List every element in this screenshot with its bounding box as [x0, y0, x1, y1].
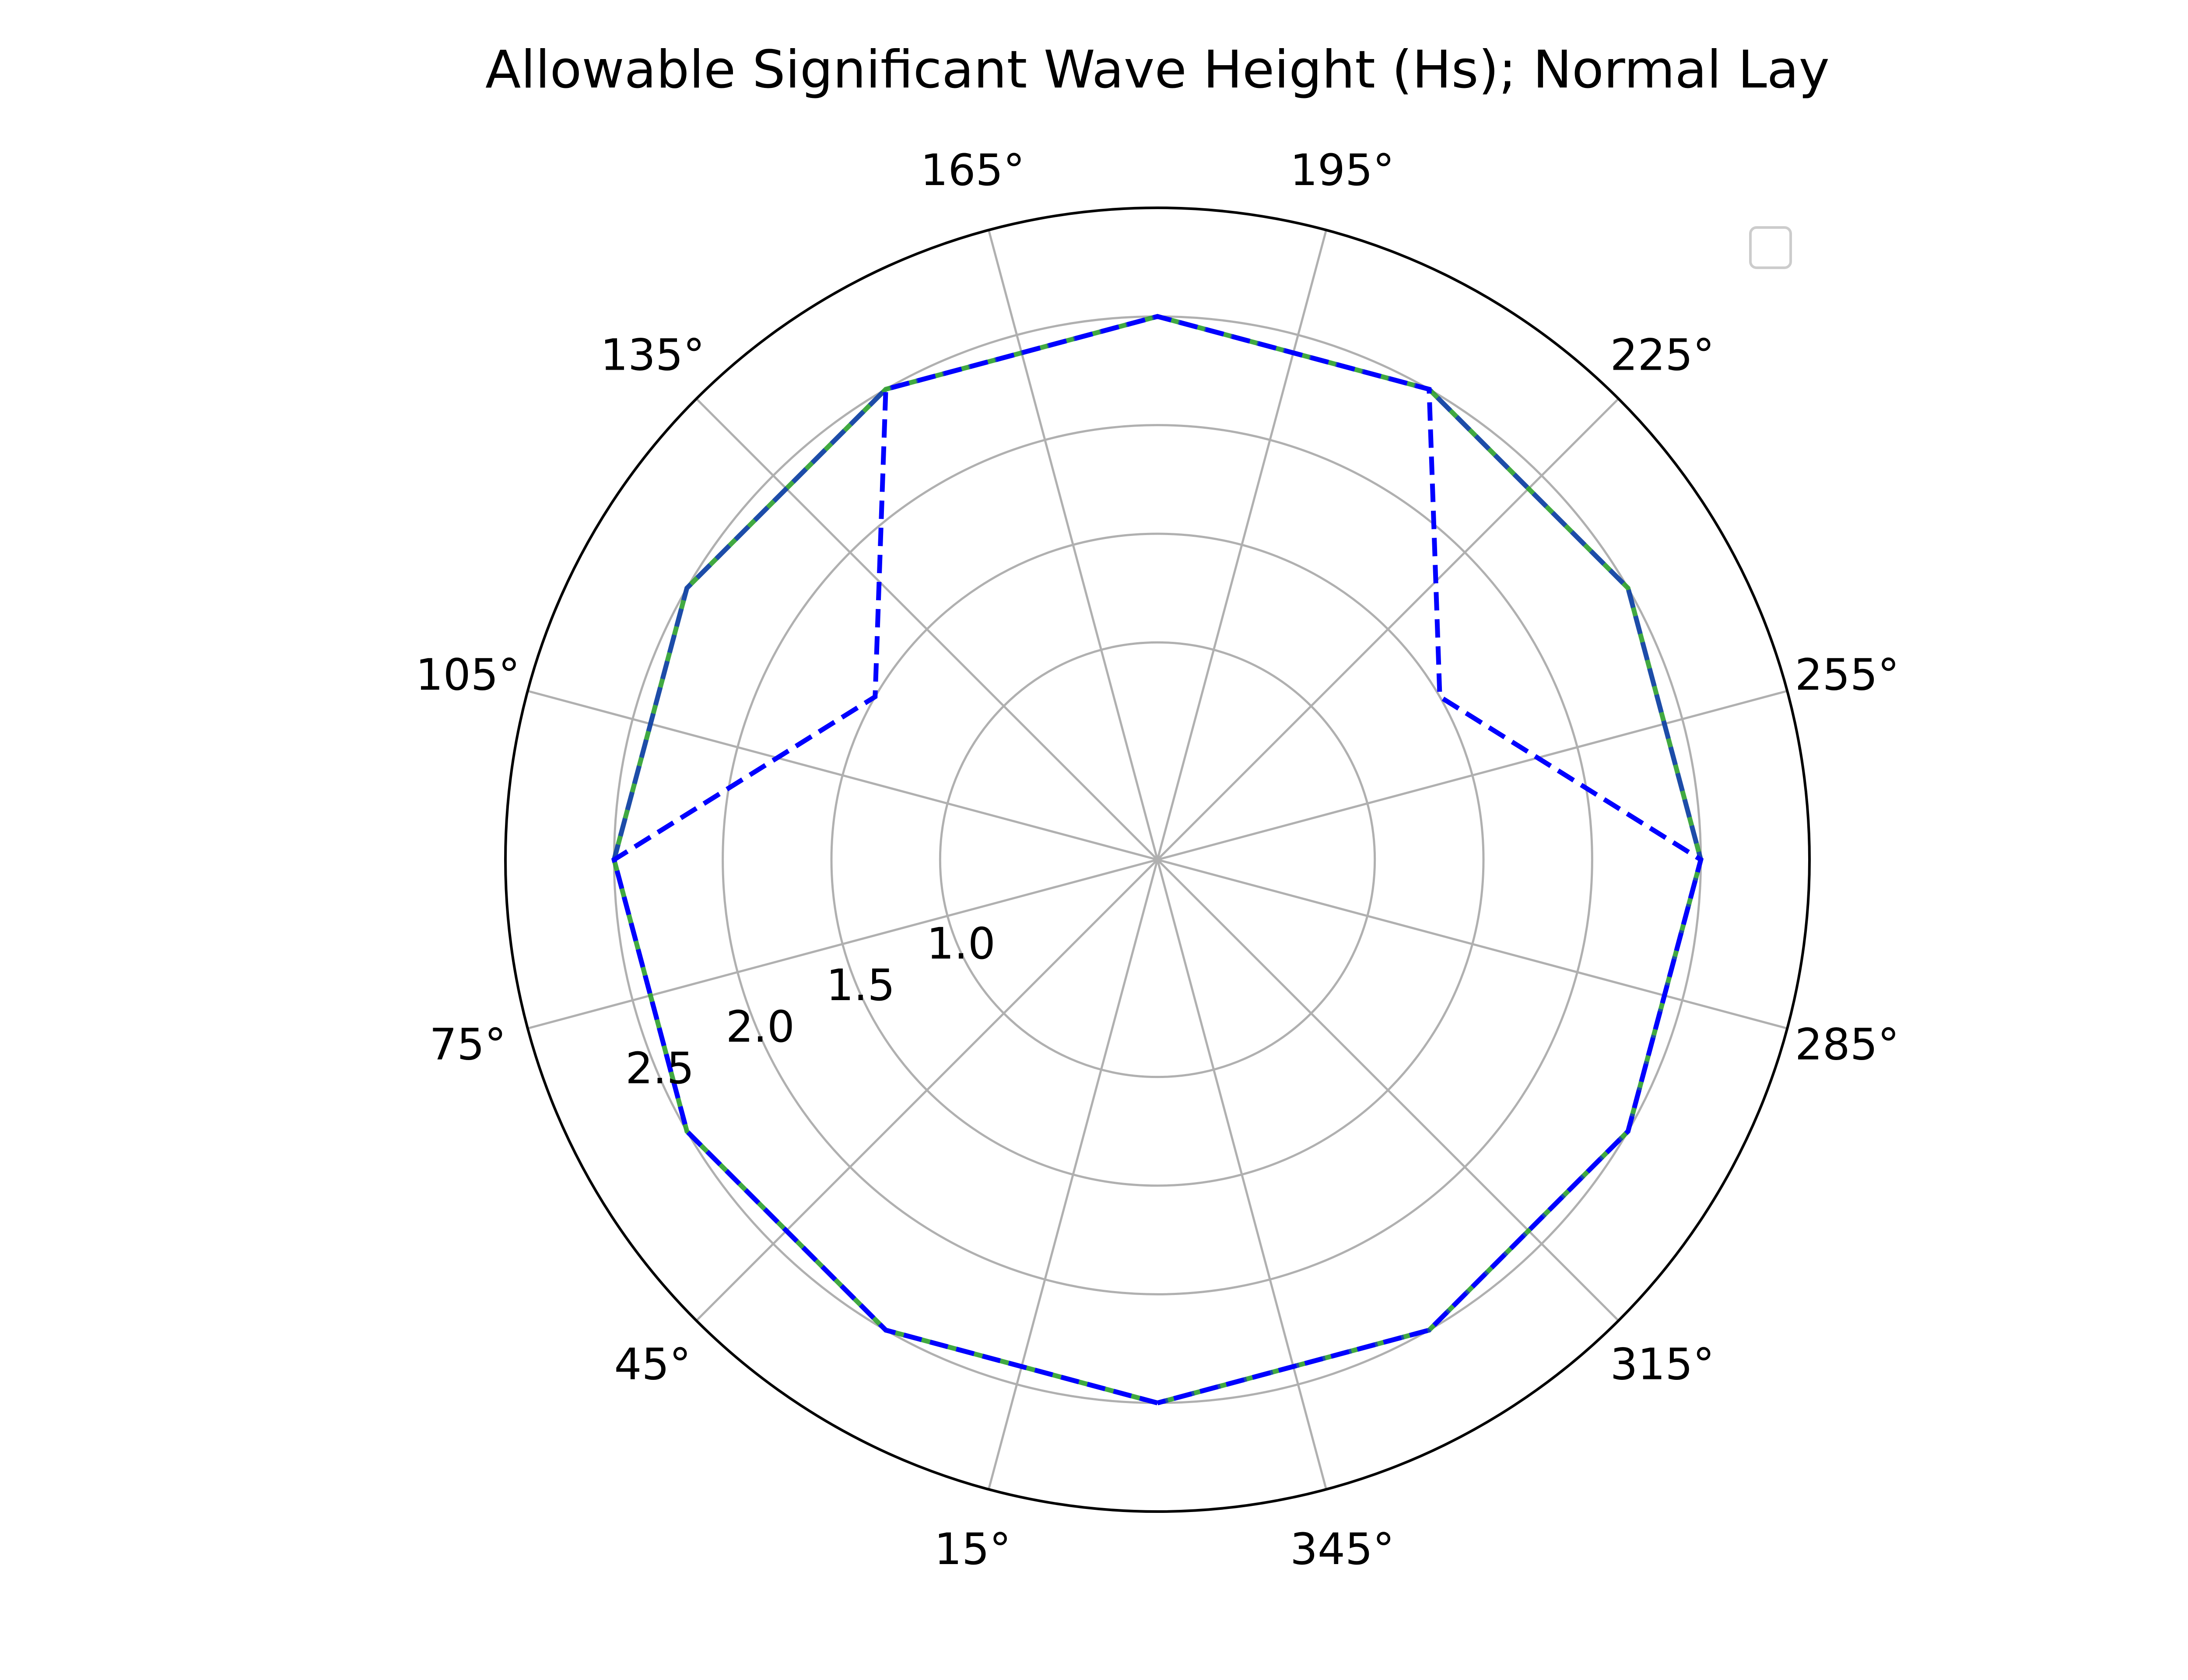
r-tick-label: 2.0	[726, 1002, 795, 1052]
grid-spoke	[527, 690, 1158, 861]
grid-spoke	[1157, 859, 1620, 1322]
theta-tick-label: 315°	[1610, 1340, 1714, 1390]
theta-tick-label: 105°	[416, 650, 520, 700]
angular-grid	[527, 230, 1788, 1490]
r-tick-label: 1.5	[826, 960, 895, 1011]
theta-tick-label: 255°	[1795, 650, 1899, 700]
theta-tick-label: 75°	[429, 1019, 506, 1070]
grid-spoke	[527, 858, 1158, 1030]
theta-tick-label: 45°	[614, 1340, 691, 1390]
r-tick-label: 1.0	[926, 919, 995, 969]
grid-ring	[830, 532, 1485, 1187]
series-layer	[611, 314, 1704, 1406]
chart-title: Allowable Significant Wave Height (Hs); …	[485, 40, 1830, 100]
grid-spoke	[695, 859, 1158, 1322]
r-tick-label: 2.5	[625, 1043, 694, 1094]
grid-spoke	[987, 859, 1159, 1490]
grid-spoke	[1156, 230, 1328, 860]
polar-frame	[504, 206, 1811, 1513]
theta-tick-label: 345°	[1290, 1524, 1394, 1575]
theta-tick-label: 285°	[1795, 1019, 1899, 1070]
grid-spoke	[987, 230, 1159, 860]
series-line-3	[611, 314, 1704, 1406]
grid-ring	[939, 641, 1376, 1078]
legend	[1749, 226, 1792, 269]
theta-tick-label: 165°	[920, 145, 1024, 196]
theta-tick-labels: 15° 45° 75° 105° 135° 165° 195° 225° 255° 285° 315…	[416, 145, 1899, 1575]
theta-tick-label: 15°	[934, 1524, 1011, 1575]
grid-spoke	[1157, 690, 1788, 861]
grid-spoke	[1157, 398, 1620, 861]
grid-spoke	[1157, 858, 1788, 1030]
theta-tick-label: 195°	[1290, 145, 1394, 196]
grid-spoke	[695, 398, 1158, 861]
r-tick-labels: 1.0 1.5 2.0 2.5	[625, 919, 996, 1094]
theta-tick-label: 135°	[600, 330, 705, 380]
theta-tick-label: 225°	[1610, 330, 1714, 380]
grid-spoke	[1156, 859, 1328, 1490]
grid-ring	[722, 424, 1593, 1295]
